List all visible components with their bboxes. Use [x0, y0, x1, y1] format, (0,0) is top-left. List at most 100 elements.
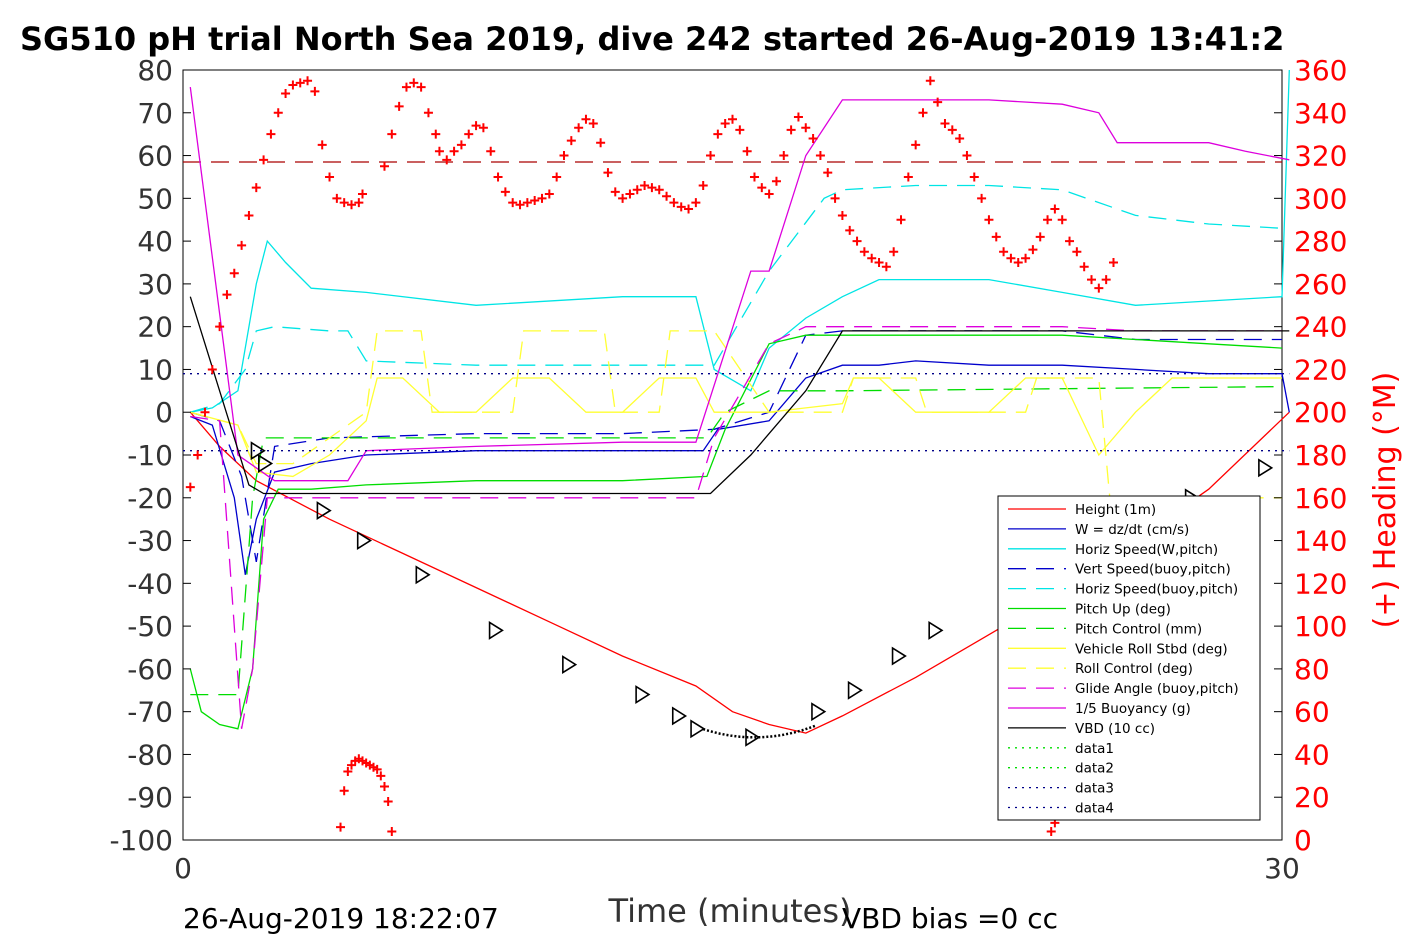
heading-point [669, 198, 679, 208]
legend-label: Height (1m) [1075, 502, 1156, 518]
heading-point [354, 198, 364, 208]
heading-point [618, 193, 628, 203]
y-tick-label: 60 [137, 140, 173, 173]
y2-axis-label: (+) Heading (°M) [1368, 372, 1403, 629]
heading-point [596, 138, 606, 148]
heading-point [815, 151, 825, 161]
triangle-marker [356, 531, 373, 550]
y-axis-left: 80 70 60 50 40 30 20 10 0 -10 -20 -30 -40 -50 -60 -70 -8… [109, 54, 191, 857]
heading-point [530, 195, 540, 205]
y-tick-label: 10 [137, 353, 173, 386]
heading-point [574, 123, 584, 133]
heading-point [859, 247, 869, 257]
heading-point [1028, 245, 1038, 255]
y2-tick-label: 160 [1294, 482, 1347, 515]
y2-tick-label: 200 [1294, 396, 1347, 429]
heading-point [706, 151, 716, 161]
heading-point [372, 764, 382, 774]
heading-point [464, 129, 474, 139]
legend-label: Horiz Speed(buoy,pitch) [1075, 582, 1238, 598]
heading-point [691, 198, 701, 208]
y2-tick-label: 80 [1294, 653, 1330, 686]
heading-point [911, 140, 921, 150]
heading-point [735, 125, 745, 135]
heading-point [508, 198, 518, 208]
y2-tick-label: 260 [1294, 268, 1347, 301]
heading-point [896, 215, 906, 225]
x-tick-label: 30 [1264, 852, 1300, 885]
heading-point [823, 168, 833, 178]
heading-point [347, 200, 357, 210]
heading-point [581, 114, 591, 124]
series-pitch-up-deg [189, 334, 1283, 730]
heading-point [522, 198, 532, 208]
legend-label: data3 [1075, 781, 1114, 797]
heading-point [925, 76, 935, 86]
heading-point [207, 364, 217, 374]
y-axis-right: 3603403203002802602402202001801601401201… [1274, 54, 1347, 857]
heading-point [281, 89, 291, 99]
triangle-marker [891, 646, 907, 666]
series-horiz-speed-buoy-pitch [190, 184, 1283, 413]
chart-legend: Height (1m) W = dz/dt (cm/s) Horiz Speed(W… [997, 495, 1261, 821]
heading-point [684, 204, 694, 214]
triangle-marker [811, 702, 827, 722]
heading-point [749, 172, 759, 182]
heading-point [933, 97, 943, 107]
heading-point [288, 80, 298, 90]
y2-tick-label: 20 [1294, 781, 1330, 814]
heading-point [713, 129, 723, 139]
legend-label: Pitch Up (deg) [1075, 602, 1171, 618]
heading-point [881, 262, 891, 272]
series-vert-speed-buoy-pitch [190, 330, 1282, 563]
y2-tick-label: 60 [1294, 696, 1330, 729]
series-horiz-speed-w-pitch [190, 69, 1290, 413]
heading-point [1101, 275, 1111, 285]
triangle-marker [635, 685, 651, 704]
heading-point [387, 129, 397, 139]
heading-point [1057, 215, 1067, 225]
heading-point [676, 202, 686, 212]
heading-point [742, 146, 752, 156]
triangle-marker [257, 454, 274, 473]
heading-point [449, 146, 459, 156]
heading-point [229, 268, 239, 278]
heading-point [999, 247, 1009, 257]
heading-point [632, 185, 642, 195]
legend-box [997, 495, 1261, 821]
y2-tick-label: 0 [1294, 824, 1312, 857]
heading-point [358, 189, 368, 199]
heading-point [251, 183, 261, 193]
heading-point [431, 129, 441, 139]
series-vbd-10-cc [189, 296, 1290, 495]
heading-point [867, 253, 877, 263]
legend-label: Vert Speed(buoy,pitch) [1075, 562, 1231, 578]
heading-point [266, 129, 276, 139]
heading-point [343, 767, 353, 777]
heading-point [273, 108, 283, 118]
heading-point [552, 172, 562, 182]
heading-point [764, 189, 774, 199]
heading-point [383, 797, 393, 806]
heading-point [244, 210, 254, 220]
heading-point [728, 114, 737, 124]
y2-tick-label: 140 [1294, 525, 1347, 558]
series-pitch-control-mm [190, 385, 1283, 696]
y-tick-label: 50 [137, 182, 173, 215]
y2-tick-label: 300 [1294, 182, 1347, 215]
y2-tick-label: 280 [1294, 225, 1347, 258]
heading-point [918, 108, 928, 118]
y2-tick-label: 360 [1294, 54, 1347, 87]
heading-point [376, 771, 386, 781]
heading-point [471, 121, 481, 131]
heading-point [625, 189, 635, 199]
heading-point [544, 189, 554, 199]
y-tick-label: -40 [127, 567, 173, 600]
triangle-marker [415, 565, 431, 585]
legend-label: Pitch Control (mm) [1075, 621, 1202, 637]
heading-point [515, 200, 525, 210]
legend-label: 1/5 Buoyancy (g) [1075, 701, 1191, 717]
y-tick-label: -50 [127, 610, 173, 643]
plot-content [183, 69, 1290, 836]
heading-point [962, 151, 972, 161]
